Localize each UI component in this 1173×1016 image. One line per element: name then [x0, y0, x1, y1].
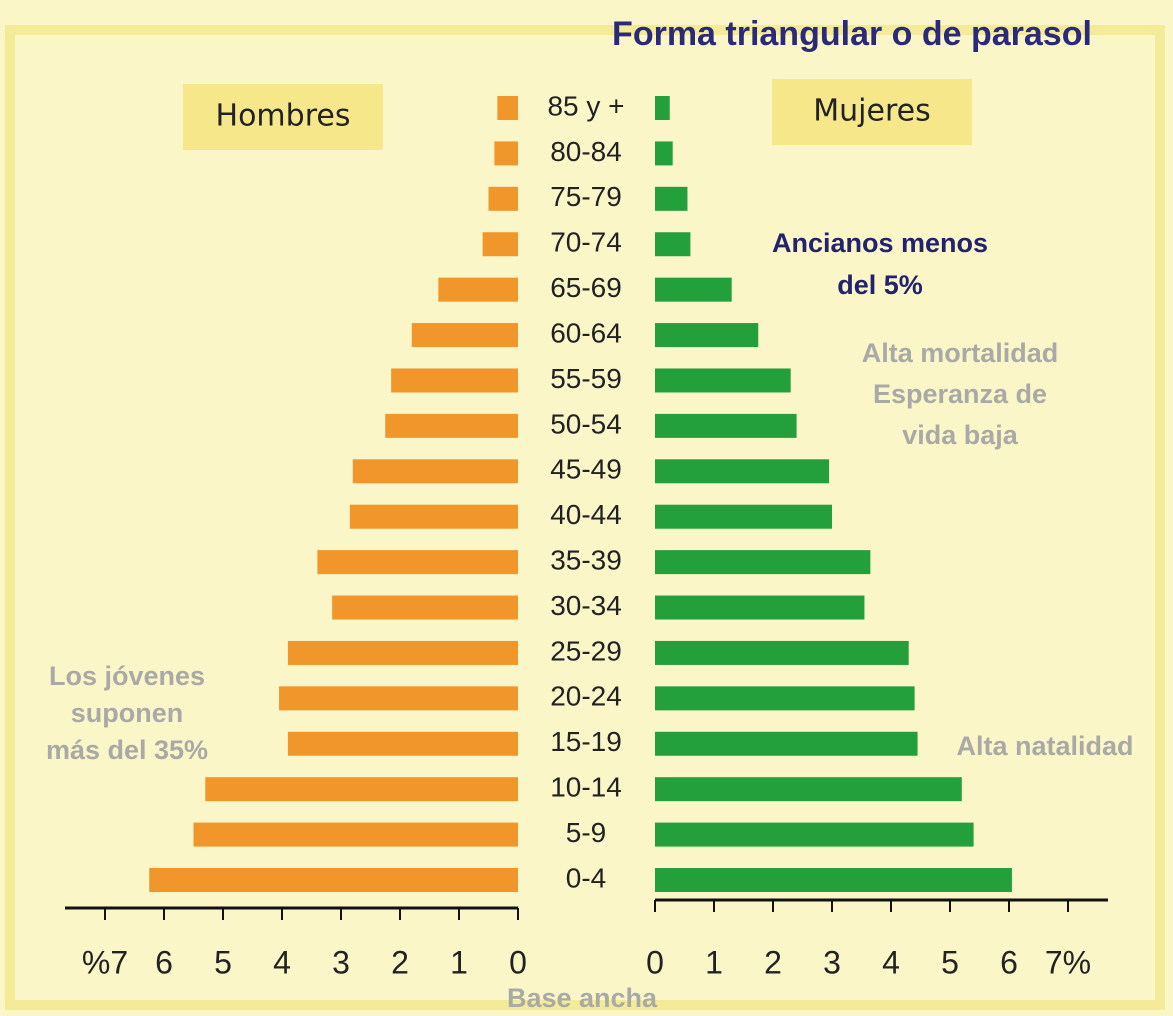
bar [438, 277, 518, 302]
bar [655, 868, 1012, 892]
x-tick-label: 3 [823, 944, 841, 980]
bar [494, 141, 518, 166]
bar [279, 686, 518, 711]
x-tick-label: 2 [391, 944, 409, 980]
bar [655, 640, 909, 665]
annotation: Los jóvenes [49, 661, 205, 691]
annotation: Ancianos menos [772, 228, 988, 258]
category-label: 70-74 [550, 227, 622, 258]
category-label: 50-54 [550, 408, 622, 439]
x-tick-label: 0 [509, 944, 527, 980]
category-label: 40-44 [550, 499, 622, 530]
annotation: Alta mortalidad [862, 338, 1059, 368]
frame [5, 25, 1165, 1010]
legend-label: Mujeres [813, 94, 930, 129]
x-tick-label: 1 [705, 944, 723, 980]
x-tick-label: 5 [941, 944, 959, 980]
category-label: 5-9 [566, 817, 606, 848]
category-label: 65-69 [550, 272, 622, 303]
category-label: 75-79 [550, 181, 622, 212]
bar [352, 459, 518, 484]
x-tick-label: %7 [82, 944, 128, 980]
bar [149, 868, 518, 892]
bar [655, 323, 759, 348]
bar [655, 413, 797, 438]
bar [655, 822, 974, 847]
x-tick-label: 6 [1000, 944, 1018, 980]
bar [317, 550, 518, 575]
bar [655, 731, 918, 756]
legend-box [183, 84, 383, 150]
x-tick-label: 3 [332, 944, 350, 980]
category-label: 20-24 [550, 681, 622, 712]
bar [655, 368, 791, 393]
category-label: 10-14 [550, 772, 622, 803]
x-tick-label: 6 [155, 944, 173, 980]
bar [349, 504, 518, 529]
bar [287, 731, 518, 756]
bar [655, 232, 691, 257]
category-label: 30-34 [550, 590, 622, 621]
category-label: 45-49 [550, 454, 622, 485]
bar [655, 777, 962, 802]
bar [655, 186, 688, 211]
bar [655, 686, 915, 711]
x-tick-label: 0 [646, 944, 664, 980]
legend-box [772, 79, 972, 145]
bar [655, 550, 871, 575]
bar [287, 640, 518, 665]
bar [411, 323, 518, 348]
annotation: más del 35% [46, 735, 208, 765]
bar [497, 96, 518, 120]
bar [332, 595, 518, 620]
bar [391, 368, 518, 393]
category-label: 15-19 [550, 726, 622, 757]
bar [655, 595, 865, 620]
annotation: del 5% [837, 270, 923, 300]
bar [482, 232, 518, 257]
annotation: suponen [71, 698, 184, 728]
chart-title: Forma triangular o de parasol [612, 15, 1092, 53]
bar [385, 413, 518, 438]
category-label: 55-59 [550, 363, 622, 394]
x-tick-label: 4 [273, 944, 291, 980]
annotation: Base ancha [507, 983, 658, 1013]
x-tick-label: 5 [214, 944, 232, 980]
bar [655, 96, 670, 120]
category-label: 80-84 [550, 136, 622, 167]
x-tick-label: 2 [764, 944, 782, 980]
bar [205, 777, 519, 802]
bar [655, 459, 830, 484]
x-tick-label: 1 [450, 944, 468, 980]
bar [488, 186, 518, 211]
legend-label: Hombres [216, 99, 351, 134]
x-tick-label: 7% [1045, 944, 1091, 980]
bar [193, 822, 518, 847]
category-label: 0-4 [566, 862, 606, 893]
category-label: 25-29 [550, 635, 622, 666]
bar [655, 504, 832, 529]
category-label: 85 y + [547, 90, 624, 121]
bar [655, 277, 732, 302]
bar [655, 141, 673, 166]
annotation: Alta natalidad [956, 731, 1133, 761]
x-tick-label: 4 [882, 944, 900, 980]
category-label: 35-39 [550, 545, 622, 576]
category-label: 60-64 [550, 317, 622, 348]
annotation: Esperanza de [873, 379, 1047, 409]
annotation: vida baja [902, 420, 1019, 450]
